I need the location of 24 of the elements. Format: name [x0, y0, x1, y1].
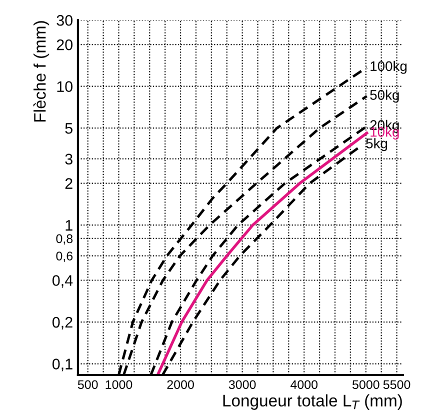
y-tick-label: 30	[56, 14, 73, 26]
y-axis-title: Flèche f (mm)	[33, 21, 50, 122]
x-tick-label: 5000	[352, 380, 380, 390]
y-tick-label: 2	[65, 178, 72, 189]
y-tick-label: 1	[66, 220, 72, 231]
x-tick-label: 2000	[167, 380, 194, 390]
x-tick-label: 3000	[228, 380, 256, 390]
series-label: 50kg	[370, 90, 399, 103]
y-tick-label: 20	[56, 39, 73, 50]
y-tick-label: 10	[57, 81, 73, 92]
y-tick-label: 0,2	[52, 316, 72, 330]
series-label: 5kg	[366, 138, 388, 152]
series-label: 100kg	[370, 60, 407, 74]
x-tick-label: 5500	[383, 380, 410, 390]
y-tick-label: 3	[65, 154, 72, 165]
y-tick-label: 0,8	[56, 234, 73, 245]
y-tick-label: 0,4	[52, 275, 73, 288]
x-axis-title: Longueur totale L$_{T}$ (mm)	[223, 394, 402, 410]
x-tick-label: 500	[78, 380, 98, 390]
y-tick-label: 5	[65, 123, 72, 134]
x-tick-label: 4000	[290, 380, 318, 390]
x-tick-label: 1000	[106, 380, 132, 390]
y-tick-label: 0,6	[56, 252, 73, 262]
y-tick-label: 0,1	[52, 358, 72, 372]
